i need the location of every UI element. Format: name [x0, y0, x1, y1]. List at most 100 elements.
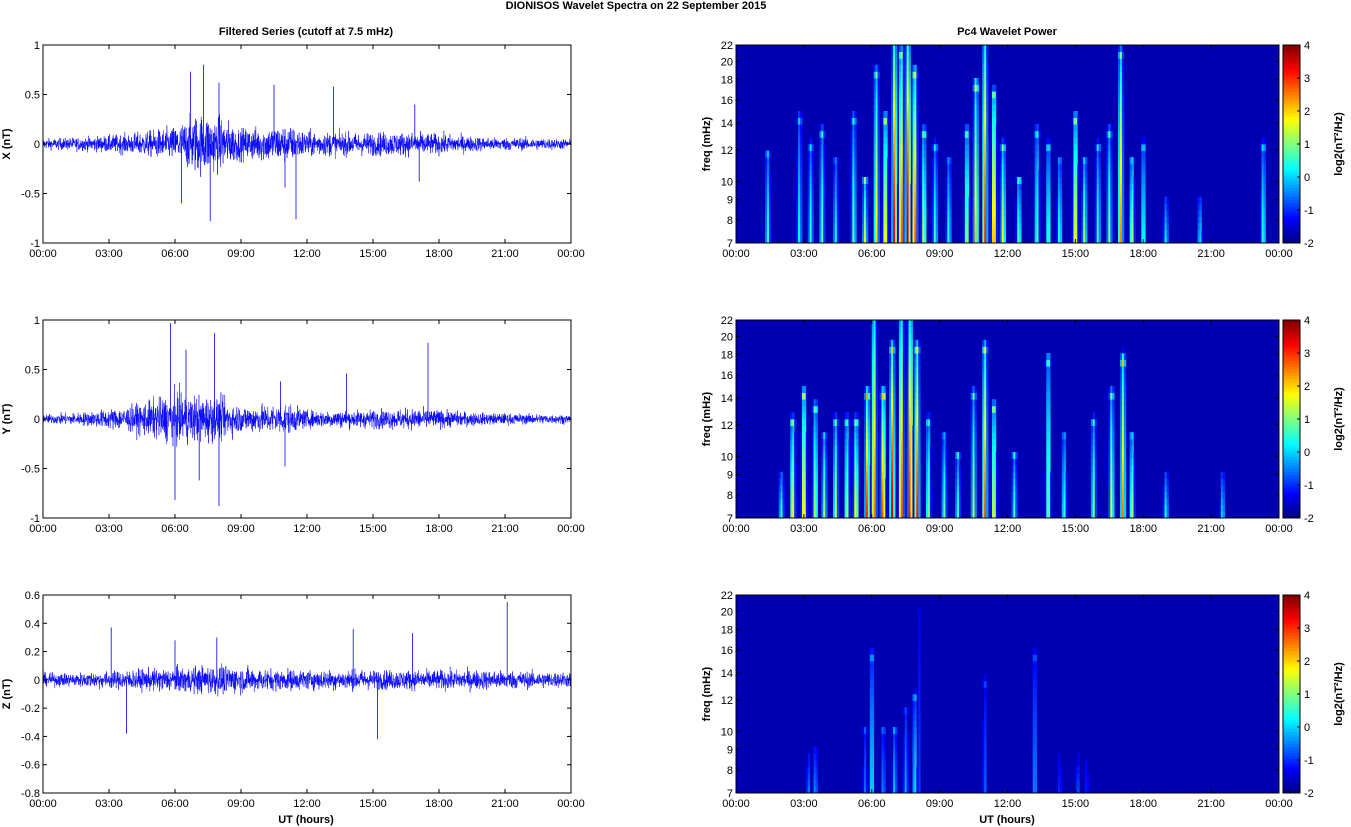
heatmap-cell — [898, 236, 902, 244]
heatmap-cell — [982, 419, 985, 426]
heatmap-cell — [935, 196, 939, 204]
heatmap-cell — [887, 223, 890, 231]
heatmap-cell — [832, 163, 836, 171]
heatmap-cell — [796, 170, 799, 178]
heatmap-cell — [879, 452, 882, 459]
heatmap-cell — [881, 452, 884, 459]
heatmap-cell — [972, 445, 975, 453]
heatmap-cell — [1162, 491, 1165, 499]
heatmap-cell — [902, 733, 906, 741]
heatmap-cell — [1106, 170, 1109, 178]
heatmap-cell — [819, 157, 822, 165]
heatmap-cell — [895, 45, 898, 52]
heatmap-cell — [848, 465, 851, 473]
heatmap-cell — [1094, 425, 1098, 433]
heatmap-cell — [891, 91, 894, 99]
heatmap-cell — [904, 236, 908, 244]
heatmap-cell — [1121, 386, 1125, 393]
colorbar-swatch — [1283, 208, 1300, 213]
heatmap-cell — [850, 190, 853, 198]
heatmap-cell — [805, 485, 809, 492]
heatmap-cell — [819, 163, 822, 171]
heatmap-cell — [893, 386, 896, 393]
heatmap-cell — [1065, 491, 1069, 499]
heatmap-cell — [1143, 236, 1146, 244]
heatmap-cell — [1118, 203, 1121, 211]
heatmap-cell — [976, 183, 979, 191]
heatmap-cell — [1038, 203, 1041, 211]
heatmap-cell — [873, 359, 877, 367]
heatmap-cell — [1013, 504, 1016, 512]
heatmap-cell — [873, 386, 877, 393]
heatmap-cell — [1034, 236, 1037, 244]
heatmap-cell — [852, 163, 855, 171]
heatmap-cell — [1162, 236, 1165, 244]
heatmap-cell — [854, 438, 857, 446]
heatmap-cell — [790, 458, 793, 466]
heatmap-cell — [974, 177, 977, 184]
colorbar-swatch — [1283, 116, 1300, 120]
heatmap-cell — [916, 379, 919, 387]
heatmap-cell — [908, 419, 911, 426]
heatmap-cell — [887, 177, 890, 184]
heatmap-cell — [902, 511, 906, 519]
heatmap-cell — [852, 485, 855, 492]
heatmap-cell — [875, 320, 878, 327]
heatmap-cell — [867, 425, 871, 433]
heatmap-cell — [1059, 203, 1063, 211]
heatmap-cell — [823, 177, 826, 184]
heatmap-cell — [1034, 687, 1037, 695]
heatmap-cell — [976, 91, 979, 99]
heatmap-cell — [972, 392, 975, 400]
heatmap-cell — [767, 196, 770, 204]
heatmap-cell — [902, 465, 906, 473]
heatmap-cell — [898, 478, 902, 486]
heatmap-cell — [943, 465, 946, 473]
colorbar-swatch — [1283, 156, 1300, 160]
heatmap-cell — [918, 654, 921, 662]
heatmap-cell — [863, 399, 867, 407]
heatmap-cell — [865, 478, 869, 486]
heatmap-cell — [1259, 190, 1262, 198]
heatmap-cell — [1065, 498, 1069, 506]
heatmap-cell — [1096, 137, 1100, 145]
heatmap-cell — [800, 216, 803, 224]
heatmap-cell — [991, 150, 995, 158]
colorbar-swatch — [1283, 601, 1300, 605]
heatmap-cell — [993, 183, 997, 191]
heatmap-cell — [1011, 458, 1014, 466]
heatmap-cell — [881, 773, 884, 781]
heatmap-cell — [1131, 478, 1134, 486]
heatmap-cell — [1081, 210, 1084, 217]
heatmap-cell — [1081, 190, 1084, 198]
heatmap-cell — [850, 196, 853, 204]
heatmap-cell — [898, 353, 902, 360]
heatmap-cell — [1096, 144, 1100, 151]
heatmap-cell — [807, 144, 811, 151]
heatmap-cell — [1119, 432, 1123, 440]
heatmap-cell — [891, 727, 894, 734]
heatmap-cell — [1034, 163, 1037, 171]
heatmap-cell — [964, 137, 968, 145]
heatmap-cell — [1048, 170, 1051, 178]
colorbar-swatch — [1283, 493, 1300, 497]
heatmap-cell — [914, 412, 917, 420]
colorbar-swatch — [1283, 54, 1300, 58]
heatmap-cell — [1036, 170, 1039, 178]
heatmap-cell — [1119, 163, 1123, 171]
heatmap-cell — [1092, 498, 1096, 506]
heatmap-cell — [1048, 177, 1051, 184]
heatmap-cell — [1199, 236, 1202, 244]
colorbar-swatch — [1283, 218, 1300, 222]
heatmap-cell — [1108, 504, 1111, 512]
colorbar-swatch — [1283, 187, 1300, 191]
heatmap-cell — [815, 478, 818, 486]
heatmap-cell — [908, 144, 911, 151]
heatmap-cell — [1090, 498, 1094, 506]
heatmap-cell — [918, 438, 921, 446]
heatmap-cell — [990, 190, 993, 198]
heatmap-cell — [984, 438, 987, 446]
heatmap-cell — [910, 223, 913, 231]
heatmap-cell — [1048, 452, 1051, 459]
heatmap-cell — [1073, 190, 1076, 198]
